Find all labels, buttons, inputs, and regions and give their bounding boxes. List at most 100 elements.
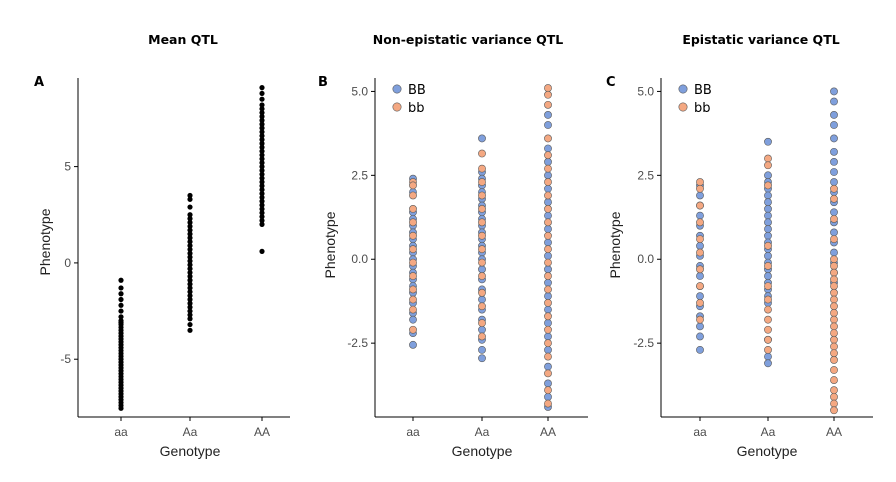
data-point [764,305,772,314]
x-tick-label: aa [693,425,707,439]
data-point [259,102,265,108]
data-point [187,246,193,253]
data-point [830,255,838,264]
data-point [259,117,265,123]
y-tick-label: -2.5 [347,336,368,350]
data-point [544,272,552,280]
data-point [259,90,265,97]
data-point [830,322,838,331]
data-point [478,265,486,274]
legend-marker [392,84,402,94]
panel-a: Mean QTL A Genotype Phenotype -5 0 5 aa Aa AA [34,32,290,459]
data-point [830,178,838,186]
data-point [830,97,838,106]
data-point [830,335,838,344]
data-point [259,190,265,197]
data-point [696,178,704,186]
data-point [544,184,552,193]
data-point [830,194,838,203]
data-point [409,245,417,254]
data-point [259,210,265,216]
data-point [696,345,704,354]
data-point [409,295,417,304]
data-point [478,272,486,280]
data-point [259,198,265,204]
data-point [544,292,552,301]
panel-b-ylabel: Phenotype [322,211,338,278]
y-tick-label: 2.5 [351,168,368,182]
data-point [764,295,772,304]
data-point [259,110,265,116]
data-point [118,302,124,308]
data-point [259,164,265,170]
data-point [544,339,552,348]
panel-b-title: Non-epistatic variance QTL [373,32,563,47]
data-point [696,235,704,244]
data-point [830,215,838,223]
data-point [478,325,486,334]
data-point [544,218,552,227]
data-point [409,191,417,200]
data-point [544,171,552,180]
data-point [259,160,265,166]
data-point [118,308,124,314]
x-tick-label: Aa [761,425,776,439]
data-point [830,342,838,351]
data-point [259,187,265,193]
data-point [187,239,193,245]
data-point [696,248,704,257]
data-point [830,392,838,401]
data-point [187,231,193,237]
data-point [696,315,704,324]
data-point [764,352,772,361]
data-point [187,308,193,314]
data-point [187,254,193,260]
panel-b-xlabel: Genotype [452,443,513,459]
data-point [259,183,265,189]
data-point [830,282,838,290]
data-point [259,85,265,91]
data-point [259,248,265,254]
panel-c-ylabel: Phenotype [607,211,623,278]
data-point [478,332,486,341]
data-point [764,225,772,233]
data-point [544,121,552,129]
data-point [544,325,552,334]
data-point [409,340,417,349]
data-point [187,281,193,287]
legend-marker [678,102,688,112]
data-point [696,241,704,250]
data-point [544,158,552,166]
data-point [544,90,552,99]
data-point [187,300,193,306]
data-point [409,305,417,314]
data-point [409,315,417,324]
data-point [830,87,838,96]
data-point [764,205,772,213]
data-point [544,319,552,327]
data-point [544,258,552,267]
data-point [259,152,265,158]
x-tick-label: aa [406,425,420,439]
x-tick-label: AA [826,425,842,439]
data-point [259,171,265,177]
data-point [187,242,193,249]
y-tick-label: 2.5 [637,168,654,182]
data-point [544,191,552,200]
data-point [830,228,838,237]
x-tick-label: AA [254,425,270,439]
x-tick-label: Aa [183,425,198,439]
data-point [259,148,265,154]
data-point [764,272,772,280]
data-point [478,245,486,254]
data-point [409,285,417,294]
data-point [830,248,838,257]
data-point [187,235,193,241]
data-point [830,356,838,364]
data-point [187,296,193,303]
data-point [478,288,486,297]
y-tick-label: 0 [64,256,71,270]
data-point [544,278,552,287]
data-point [830,349,838,358]
